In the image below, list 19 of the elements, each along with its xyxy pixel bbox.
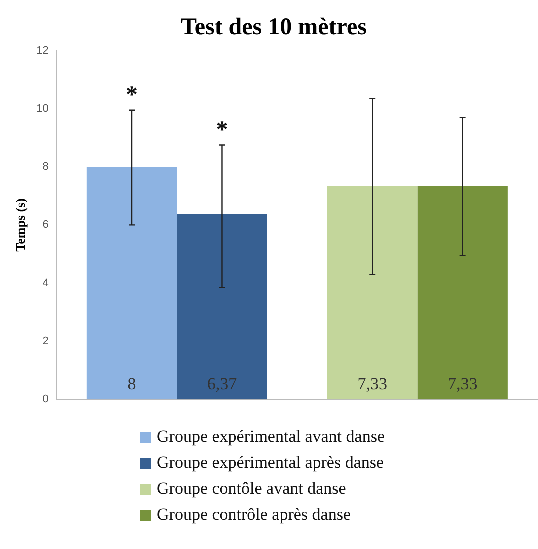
y-tick-label: 10	[36, 102, 49, 115]
y-axis-title: Temps (s)	[13, 198, 28, 252]
legend-label: Groupe expérimental après danse	[157, 453, 384, 473]
y-tick-label: 8	[42, 161, 49, 174]
legend-label: Groupe expérimental avant danse	[157, 427, 385, 447]
y-tick-label: 0	[42, 394, 49, 406]
y-tick-label: 6	[42, 219, 49, 232]
legend-label: Groupe contôle avant danse	[157, 479, 346, 499]
data-label: 7,33	[448, 374, 478, 394]
data-label: 8	[128, 374, 136, 394]
y-tick-label: 4	[42, 277, 49, 290]
data-label: 6,37	[207, 374, 238, 394]
y-tick-label: 12	[36, 44, 49, 57]
data-label: 7,33	[358, 374, 388, 394]
chart-title: Test des 10 mètres	[181, 14, 367, 41]
legend-label: Groupe contrôle après danse	[157, 505, 352, 525]
y-tick-label: 2	[42, 336, 49, 348]
annotation: *	[126, 82, 138, 109]
annotation: *	[216, 117, 228, 144]
